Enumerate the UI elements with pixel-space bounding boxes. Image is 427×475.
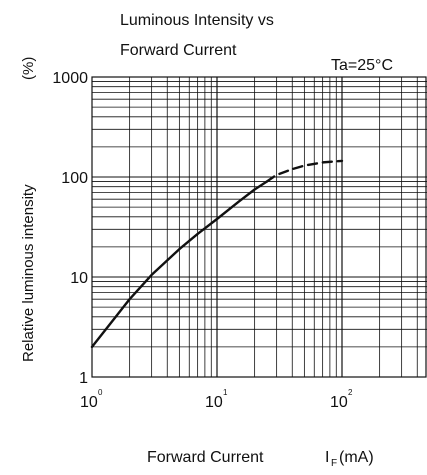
x-axis-subscript: F [331,458,337,469]
series-line-dashed [265,159,344,183]
x-tick-label: 10 [80,394,98,411]
y-tick-label: 1000 [52,70,88,87]
series-layer [90,159,344,349]
x-axis-unit: (mA) [339,449,374,466]
y-tick-label: 100 [61,170,88,187]
x-tick-label: 10 [330,394,348,411]
x-tick-exponent: 0 [98,388,103,397]
x-axis-label: Forward Current I F (mA) [147,449,374,469]
plot-frame [91,76,427,378]
x-tick-exponent: 1 [223,388,228,397]
chart-title-line2: Forward Current [120,42,237,59]
x-axis-symbol: I [325,449,329,466]
x-tick-label: 10 [205,394,223,411]
series-line-solid [90,180,268,349]
chart-title-line1: Luminous Intensity vs [120,12,274,29]
y-tick-label: 10 [70,270,88,287]
x-tick-exponent: 2 [348,388,353,397]
x-axis-label-text: Forward Current [147,449,264,466]
grid [92,77,427,377]
y-axis-label: Relative luminous intensity [20,184,37,362]
y-axis-unit: (%) [20,57,37,80]
condition-label: Ta=25°C [331,57,393,74]
y-tick-label: 1 [79,370,88,387]
